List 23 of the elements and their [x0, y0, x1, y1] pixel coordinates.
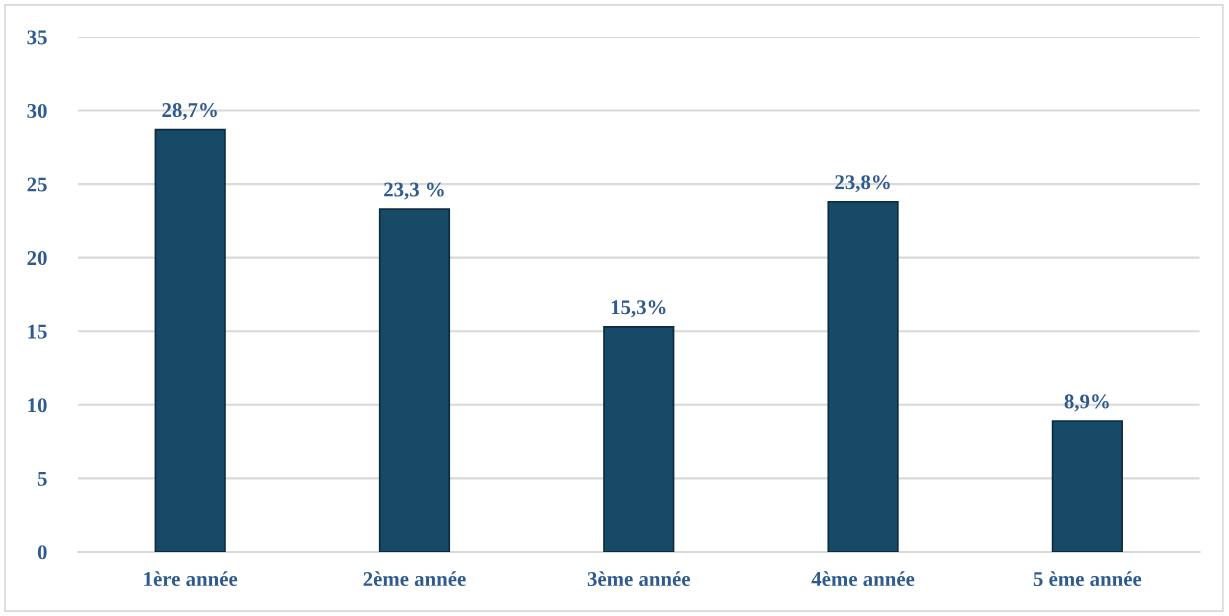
- data-label: 23,8%: [835, 175, 890, 193]
- x-tick-label: 5 ème année: [1033, 571, 1142, 587]
- bar: [378, 208, 451, 552]
- bar: [1051, 420, 1123, 552]
- y-tick-label: 5: [37, 471, 47, 486]
- bar: [154, 128, 226, 552]
- x-tick-label: 2ème année: [363, 571, 466, 587]
- bar: [827, 200, 899, 552]
- x-tick-label: 4ème année: [811, 571, 915, 587]
- bar: [603, 325, 675, 552]
- y-tick-label: 10: [28, 398, 47, 413]
- y-tick-label: 35: [27, 30, 47, 45]
- data-label: 23,3 %: [384, 182, 444, 200]
- data-label: 8,9%: [1064, 394, 1109, 412]
- y-tick-label: 20: [27, 251, 47, 266]
- y-tick-label: 15: [28, 324, 47, 339]
- x-tick-label: 1ère année: [144, 571, 238, 587]
- y-tick-label: 0: [37, 545, 47, 560]
- y-tick-label: 25: [27, 177, 47, 192]
- y-tick-label: 30: [27, 103, 47, 118]
- data-label: 28,7%: [162, 103, 217, 121]
- data-label: 15,3%: [611, 300, 666, 318]
- x-tick-label: 3ème année: [587, 571, 691, 587]
